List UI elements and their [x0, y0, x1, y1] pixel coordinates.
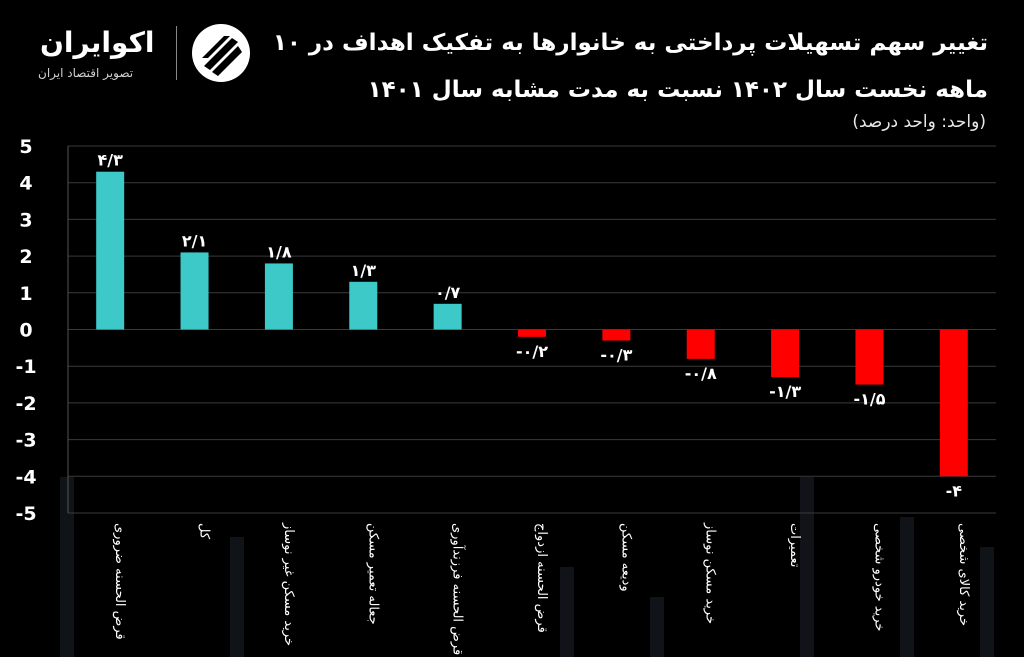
- unit-label: (واحد: واحد درصد): [852, 112, 986, 132]
- bar: [686, 329, 715, 359]
- x-tick-label: جعاله تعمیر مسکن: [365, 523, 380, 625]
- ecoiran-logo-icon: [192, 24, 250, 82]
- bar: [349, 281, 378, 330]
- y-tick-label: 3: [19, 209, 32, 231]
- bar: [771, 329, 800, 378]
- bar: [602, 329, 631, 341]
- logo-divider: [176, 26, 177, 80]
- data-label: ۱/۸: [266, 242, 292, 261]
- x-tick-label: خرید خودرو شخصی: [871, 523, 886, 631]
- background-decor-bar: [60, 477, 74, 657]
- x-tick-label: قرض الحسنه ضروری: [112, 523, 127, 640]
- chart-title-line-2: ماهه نخست سال ۱۴۰۲ نسبت به مدت مشابه سال…: [367, 77, 988, 103]
- y-tick-label: -5: [15, 503, 36, 525]
- y-tick-label: 5: [19, 136, 32, 158]
- data-label: -۰/۸: [685, 364, 717, 383]
- x-tick-label: خرید مسکن نوساز: [703, 522, 718, 624]
- y-tick-label: 2: [19, 246, 32, 268]
- data-label: ۱/۳: [351, 261, 377, 280]
- y-tick-label: 4: [19, 173, 32, 195]
- y-tick-label: 0: [19, 320, 32, 342]
- x-tick-label: ودیعه مسکن: [618, 523, 633, 592]
- data-label: -۱/۵: [853, 390, 885, 409]
- y-tick-label: -4: [15, 466, 36, 488]
- data-label: -۰/۳: [600, 346, 632, 365]
- logo-name: اکوایران: [40, 26, 155, 59]
- background-decor-bar: [230, 537, 244, 657]
- background-decor-bar: [980, 547, 994, 657]
- chart-title-line-1: تغییر سهم تسهیلات پرداختی به خانوارها به…: [272, 30, 988, 56]
- bar: [939, 329, 968, 477]
- x-tick-label: قرض الحسنه ازدواج: [534, 523, 549, 633]
- bar: [518, 329, 546, 337]
- y-tick-label: -3: [15, 430, 36, 452]
- background-decor-bar: [560, 567, 574, 657]
- y-tick-label: -1: [15, 356, 36, 378]
- bar: [855, 329, 884, 385]
- x-tick-label: قرض الحسنه فرزندآوری: [450, 523, 467, 655]
- x-tick-label: کل: [197, 523, 212, 540]
- logo-tagline: تصویر اقتصاد ایران: [38, 66, 134, 80]
- y-tick-label: 1: [19, 283, 32, 305]
- data-label: -۱/۳: [769, 382, 801, 401]
- background-decor-bar: [650, 597, 664, 657]
- bar: [180, 252, 209, 330]
- data-label: ۲/۱: [182, 231, 207, 250]
- data-label: -۰/۲: [516, 342, 548, 361]
- y-tick-label: -2: [15, 393, 36, 415]
- x-tick-label: خرید مسکن غیر نوساز: [281, 522, 296, 646]
- data-label: -۴: [946, 481, 963, 500]
- logo: اکوایران تصویر اقتصاد ایران: [30, 22, 260, 92]
- background-decor-bar: [900, 517, 914, 657]
- bar: [264, 263, 293, 330]
- bar: [433, 303, 462, 330]
- x-tick-label: خرید کالای شخصی: [956, 523, 971, 626]
- data-label: ۴/۳: [97, 151, 123, 170]
- background-decor-bar: [800, 477, 814, 657]
- data-label: ۰/۷: [435, 283, 461, 302]
- bar: [96, 171, 125, 330]
- x-tick-label: تعمیرات: [787, 523, 802, 568]
